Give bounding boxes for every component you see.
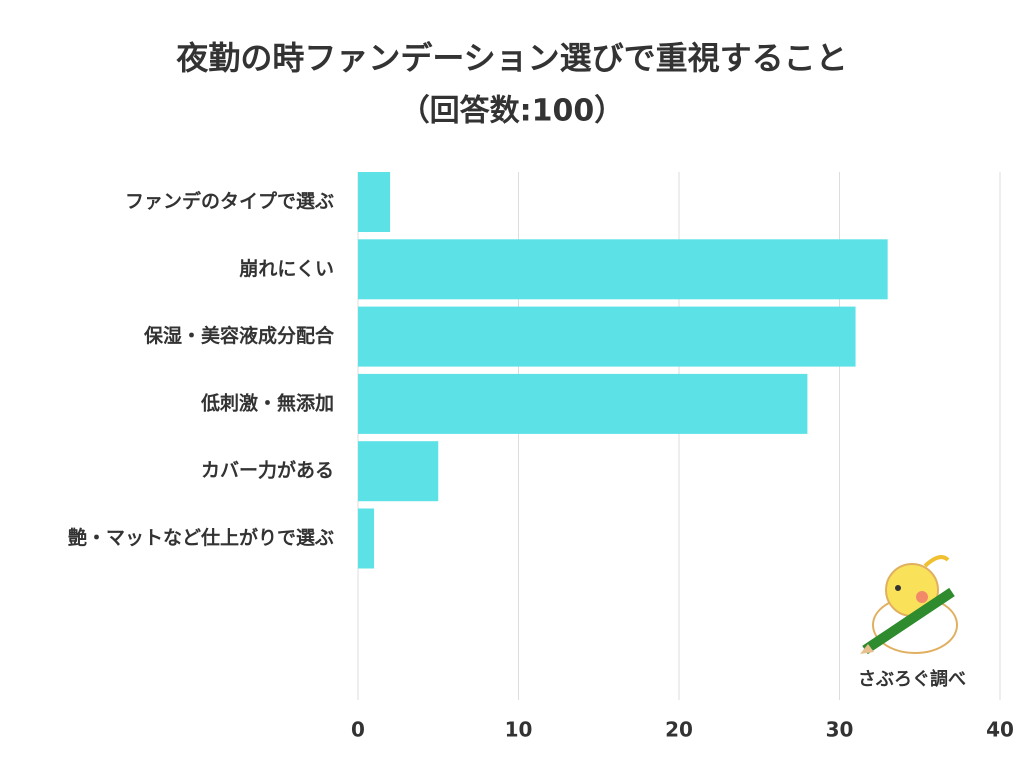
x-tick-label: 40 xyxy=(986,718,1014,742)
chart-subtitle: （回答数:100） xyxy=(400,94,625,129)
bar xyxy=(358,441,439,502)
x-tick-label: 30 xyxy=(826,718,854,742)
bar xyxy=(358,306,856,367)
bar xyxy=(358,508,375,569)
source-note: さぶろぐ調べ xyxy=(858,668,966,690)
y-tick-label: 保湿・美容液成分配合 xyxy=(143,324,335,347)
bar xyxy=(358,373,808,434)
x-tick-label: 0 xyxy=(351,718,365,742)
y-tick-label: 崩れにくい xyxy=(239,257,334,280)
y-tick-label: 低刺激・無添加 xyxy=(200,391,334,414)
y-tick-label: ファンデのタイプで選ぶ xyxy=(125,190,334,213)
x-tick-label: 10 xyxy=(505,718,533,742)
chart-title: 夜勤の時ファンデーション選びで重視すること xyxy=(175,39,847,77)
bar xyxy=(358,172,391,232)
bar xyxy=(358,239,888,300)
x-tick-label: 20 xyxy=(665,718,693,742)
y-tick-label: カバー力がある xyxy=(201,459,334,482)
mascot xyxy=(860,555,958,655)
y-tick-label: 艶・マットなど仕上がりで選ぶ xyxy=(68,526,334,549)
